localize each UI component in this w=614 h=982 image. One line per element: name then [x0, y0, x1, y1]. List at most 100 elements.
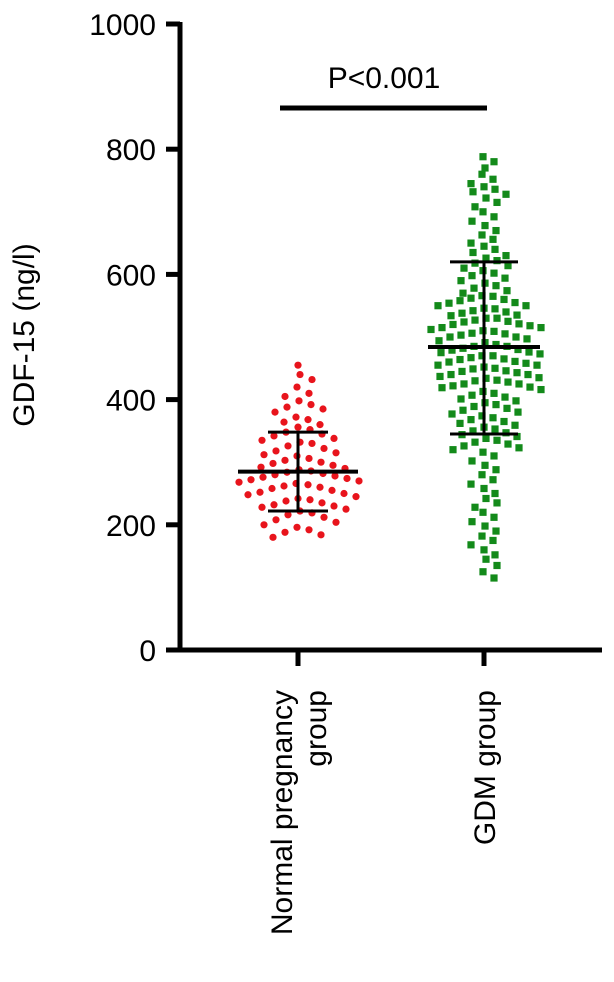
data-point: [449, 320, 457, 329]
data-point: [526, 383, 534, 391]
data-point: [503, 404, 511, 412]
data-point: [500, 355, 508, 363]
data-point: [294, 361, 302, 369]
data-point: [317, 531, 325, 539]
data-point: [467, 180, 475, 188]
data-point: [343, 474, 351, 483]
data-point: [515, 444, 523, 452]
data-point: [467, 480, 475, 488]
data-point: [478, 532, 486, 540]
data-point: [469, 248, 477, 257]
data-point: [281, 392, 289, 401]
data-point: [504, 262, 512, 270]
data-points: [235, 153, 545, 582]
data-point: [512, 333, 520, 341]
data-point: [296, 370, 304, 379]
data-point: [294, 423, 302, 431]
data-point: [272, 516, 280, 524]
data-point: [491, 489, 499, 498]
data-point: [489, 235, 497, 243]
data-point: [331, 472, 339, 480]
data-point: [292, 413, 300, 421]
data-point: [427, 325, 435, 334]
data-point: [504, 317, 512, 325]
data-point: [283, 403, 291, 411]
data-point: [447, 370, 455, 379]
data-point: [482, 254, 490, 262]
data-point: [513, 369, 521, 377]
data-point: [456, 355, 464, 364]
data-point: [305, 454, 313, 463]
data-point: [515, 320, 523, 328]
data-point: [491, 551, 499, 559]
data-point: [281, 456, 289, 464]
y-tick-label: 1000: [89, 9, 156, 42]
data-point: [460, 442, 468, 450]
data-point: [268, 484, 276, 493]
data-point: [467, 416, 475, 424]
data-point: [489, 352, 497, 360]
data-point: [493, 436, 501, 444]
data-point: [493, 499, 501, 507]
data-point: [456, 297, 464, 305]
data-point: [308, 375, 316, 384]
data-point: [458, 309, 466, 317]
x-category-label: Normal pregnancy: [266, 690, 299, 935]
data-point: [478, 231, 486, 239]
data-point: [467, 239, 475, 247]
x-category-label: GDM group: [469, 690, 502, 845]
data-point: [480, 242, 488, 250]
data-point: [504, 378, 512, 386]
data-point: [318, 499, 326, 507]
data-point: [280, 482, 288, 490]
data-point: [491, 305, 499, 313]
data-point: [490, 158, 498, 166]
data-point: [479, 568, 487, 576]
data-point: [482, 555, 490, 563]
data-point: [259, 473, 267, 481]
data-point: [448, 410, 456, 418]
data-point: [502, 252, 510, 260]
y-tick-label: 200: [106, 510, 156, 543]
data-point: [319, 405, 327, 413]
data-point: [284, 511, 292, 519]
data-point: [537, 324, 545, 332]
data-point: [471, 316, 479, 324]
data-point: [271, 408, 279, 416]
y-tick-label: 0: [139, 635, 156, 668]
data-point: [459, 289, 467, 297]
data-point: [502, 367, 510, 375]
data-point: [460, 318, 468, 326]
data-point: [305, 389, 313, 397]
data-point: [479, 448, 487, 456]
data-point: [457, 395, 465, 403]
data-point: [512, 397, 520, 405]
data-point: [445, 358, 453, 366]
data-point: [492, 226, 500, 235]
data-point: [467, 541, 475, 549]
data-point: [514, 345, 522, 354]
data-point: [490, 513, 498, 521]
data-point: [459, 406, 467, 414]
data-point: [482, 194, 490, 202]
y-axis: 0 200 400 600 800 1000: [89, 9, 183, 668]
data-point: [513, 432, 521, 441]
data-point: [471, 377, 479, 385]
data-point: [470, 284, 478, 292]
data-point: [482, 314, 490, 322]
data-point: [352, 493, 360, 501]
data-point: [295, 397, 303, 405]
y-tick-label: 400: [106, 385, 156, 418]
data-point: [511, 421, 519, 429]
data-point: [522, 359, 530, 367]
data-point: [247, 476, 255, 484]
data-point: [522, 302, 530, 310]
data-point: [492, 401, 500, 409]
data-point: [481, 221, 489, 230]
data-point: [537, 385, 545, 394]
data-point: [526, 322, 534, 330]
data-point: [448, 346, 456, 354]
data-point: [493, 561, 501, 570]
data-point: [244, 491, 252, 499]
